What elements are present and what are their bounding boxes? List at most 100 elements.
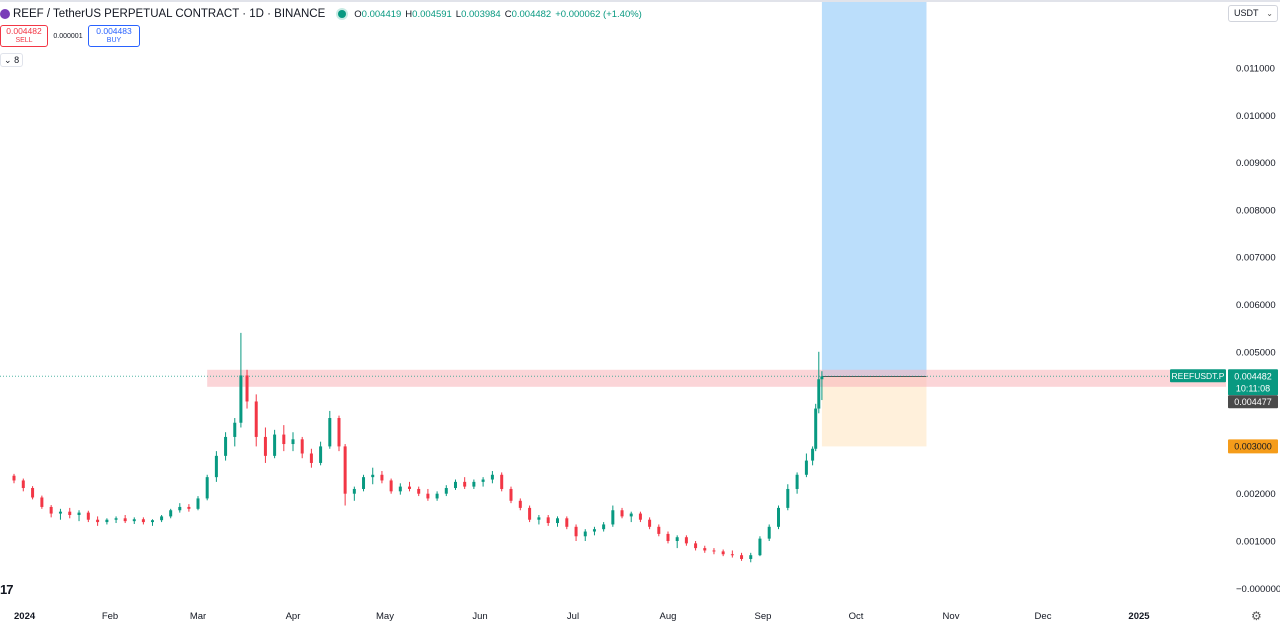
candle-body bbox=[694, 543, 698, 549]
candle-body bbox=[444, 488, 448, 494]
x-tick-label: Mar bbox=[190, 611, 206, 622]
candle-body bbox=[273, 434, 277, 456]
candle-body bbox=[758, 538, 762, 556]
candle-body bbox=[721, 551, 725, 555]
candle-body bbox=[481, 479, 485, 482]
candle-body bbox=[205, 477, 209, 499]
candle-body bbox=[291, 439, 295, 445]
candle-body bbox=[767, 526, 771, 539]
x-tick-label: 2025 bbox=[1128, 611, 1150, 622]
currency-select[interactable]: USDT ⌄ bbox=[1228, 5, 1278, 22]
x-tick-label: Apr bbox=[286, 611, 301, 622]
candle-body bbox=[811, 448, 815, 461]
symbol-logo-icon bbox=[0, 9, 10, 19]
indicators-toggle[interactable]: ⌄ 8 bbox=[0, 53, 24, 67]
candle-body bbox=[309, 453, 313, 463]
spread-value: 0.000001 bbox=[53, 32, 83, 40]
candle-body bbox=[684, 537, 688, 544]
marker-price-label: 0.004477 bbox=[1234, 397, 1272, 407]
candle-body bbox=[602, 524, 606, 530]
candle-body bbox=[328, 418, 332, 447]
last-price-label: 0.004482 bbox=[1234, 371, 1272, 381]
candle-body bbox=[528, 507, 532, 520]
candle-series bbox=[12, 332, 824, 563]
tradingview-logo[interactable]: 17 bbox=[0, 582, 14, 597]
symbol-tag-bg bbox=[1170, 369, 1226, 383]
y-tick-label: 0.002000 bbox=[1236, 489, 1276, 500]
y-tick-label: −0.000000 bbox=[1236, 584, 1280, 595]
candle-body bbox=[245, 375, 249, 402]
x-tick-label: Oct bbox=[849, 611, 864, 622]
candle-body bbox=[96, 519, 100, 523]
indicators-count: 8 bbox=[14, 55, 20, 65]
x-tick-label: Sep bbox=[755, 611, 772, 622]
candle-body bbox=[389, 480, 393, 492]
candle-body bbox=[105, 519, 109, 523]
symbol-title[interactable]: REEF / TetherUS PERPETUAL CONTRACT · 1D … bbox=[13, 8, 326, 20]
x-tick-label: May bbox=[376, 611, 394, 622]
candle-body bbox=[371, 474, 375, 478]
candle-body bbox=[263, 436, 267, 456]
y-tick-label: 0.001000 bbox=[1236, 537, 1276, 548]
candle-body bbox=[620, 510, 624, 517]
candle-body bbox=[21, 480, 25, 489]
candle-body bbox=[666, 533, 670, 541]
candle-body bbox=[804, 460, 808, 475]
y-tick-label: 0.009000 bbox=[1236, 158, 1276, 169]
candle-body bbox=[319, 446, 323, 463]
candle-body bbox=[86, 512, 90, 520]
chevron-down-icon: ⌄ bbox=[4, 55, 12, 65]
candle-body bbox=[380, 474, 384, 481]
candle-body bbox=[169, 510, 173, 517]
candle-body bbox=[417, 488, 421, 494]
candle-body bbox=[749, 555, 753, 559]
candle-body bbox=[68, 511, 72, 515]
candle-body bbox=[233, 422, 237, 437]
candle-body bbox=[565, 518, 569, 527]
stop-zone[interactable] bbox=[821, 376, 927, 447]
candle-body bbox=[556, 518, 559, 524]
candle-body bbox=[398, 486, 402, 492]
candle-body bbox=[814, 408, 818, 449]
candle-body bbox=[817, 379, 821, 409]
gear-icon[interactable]: ⚙ bbox=[1251, 609, 1262, 623]
buy-label: BUY bbox=[106, 37, 122, 44]
stop-price-label: 0.003000 bbox=[1234, 442, 1272, 452]
last-price-box-bg bbox=[1228, 369, 1278, 396]
candle-body bbox=[490, 474, 494, 480]
entry-band[interactable] bbox=[207, 369, 1226, 387]
ohlc-open: O0.004419 bbox=[354, 8, 402, 20]
stop-price-label-bg bbox=[1228, 439, 1278, 454]
candle-body bbox=[12, 475, 16, 481]
candle-body bbox=[740, 555, 744, 559]
buy-button[interactable]: 0.004483 BUY bbox=[88, 25, 140, 47]
y-tick-label: 0.008000 bbox=[1236, 205, 1276, 216]
candle-body bbox=[40, 497, 44, 507]
candle-body bbox=[254, 401, 258, 437]
candle-body bbox=[150, 520, 154, 523]
candle-body bbox=[337, 418, 341, 447]
y-tick-label: 0.006000 bbox=[1236, 300, 1276, 311]
target-zone[interactable] bbox=[821, 2, 927, 377]
candle-body bbox=[196, 498, 200, 509]
candle-body bbox=[463, 481, 467, 487]
y-tick-label: 0.010000 bbox=[1236, 111, 1276, 122]
x-tick-label: Feb bbox=[102, 611, 118, 622]
candle-body bbox=[453, 481, 457, 489]
candle-body bbox=[592, 529, 596, 532]
candle-body bbox=[509, 488, 513, 501]
top-border bbox=[0, 0, 1280, 2]
candle-body bbox=[638, 513, 642, 520]
sell-button[interactable]: 0.004482 SELL bbox=[0, 25, 48, 47]
candle-body bbox=[795, 474, 799, 489]
candle-body bbox=[282, 434, 286, 445]
price-labels: REEFUSDT.P 0.004482 10:11:08 0.004477 0.0030… bbox=[1170, 369, 1278, 454]
candle-body bbox=[408, 486, 412, 489]
x-tick-label: Dec bbox=[1035, 611, 1052, 622]
symbol-tag: REEFUSDT.P bbox=[1172, 371, 1225, 381]
y-tick-label: 0.007000 bbox=[1236, 253, 1276, 264]
candle-body bbox=[49, 506, 53, 514]
candle-body bbox=[435, 493, 439, 499]
candle-body bbox=[114, 518, 118, 520]
